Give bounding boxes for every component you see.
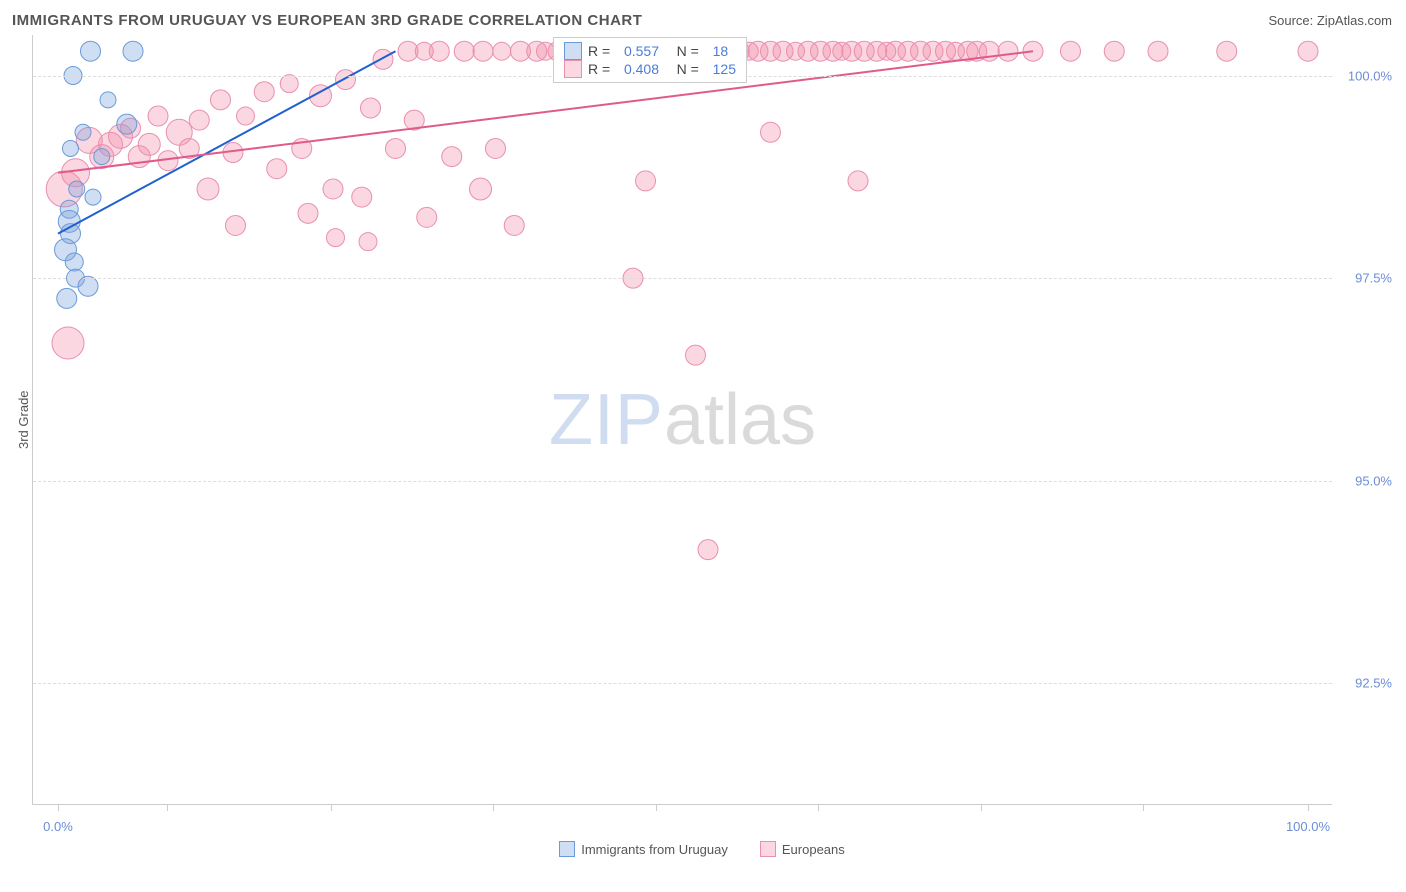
x-tick-label: 0.0% — [43, 819, 73, 834]
stats-r-label: R = — [588, 43, 614, 59]
plot-wrap: 3rd Grade ZIPatlas R = 0.557 N = 18R = 0… — [12, 35, 1392, 805]
gridline-h — [33, 683, 1332, 684]
scatter-point — [373, 49, 393, 69]
stats-row: R = 0.408 N = 125 — [564, 60, 736, 78]
plot-svg — [33, 35, 1333, 805]
stats-n-value: 18 — [709, 43, 728, 59]
scatter-point — [473, 41, 493, 61]
scatter-point — [454, 41, 474, 61]
scatter-point — [504, 215, 524, 235]
scatter-point — [359, 233, 377, 251]
x-tick — [331, 804, 332, 811]
stats-swatch — [564, 60, 582, 78]
chart-title: IMMIGRANTS FROM URUGUAY VS EUROPEAN 3RD … — [12, 12, 642, 29]
x-tick — [58, 804, 59, 811]
scatter-point — [69, 181, 85, 197]
scatter-point — [486, 138, 506, 158]
legend-swatch — [760, 841, 776, 857]
x-tick — [167, 804, 168, 811]
stats-r-value: 0.557 — [620, 43, 659, 59]
plot-area: ZIPatlas R = 0.557 N = 18R = 0.408 N = 1… — [32, 35, 1332, 805]
scatter-point — [636, 171, 656, 191]
scatter-point — [81, 41, 101, 61]
x-tick — [1143, 804, 1144, 811]
legend-item: Europeans — [760, 841, 845, 857]
scatter-point — [470, 178, 492, 200]
scatter-point — [352, 187, 372, 207]
stats-n-label: N = — [665, 61, 703, 77]
x-tick — [818, 804, 819, 811]
scatter-point — [698, 540, 718, 560]
scatter-point — [1217, 41, 1237, 61]
scatter-point — [85, 189, 101, 205]
scatter-point — [761, 122, 781, 142]
scatter-point — [280, 75, 298, 93]
y-tick-label: 97.5% — [1337, 271, 1392, 286]
scatter-point — [78, 276, 98, 296]
x-tick — [1308, 804, 1309, 811]
x-tick — [493, 804, 494, 811]
scatter-point — [298, 203, 318, 223]
scatter-point — [267, 159, 287, 179]
scatter-point — [57, 288, 77, 308]
scatter-point — [386, 138, 406, 158]
scatter-point — [417, 207, 437, 227]
chart-source: Source: ZipAtlas.com — [1268, 13, 1392, 28]
stats-r-label: R = — [588, 61, 614, 77]
scatter-point — [197, 178, 219, 200]
x-tick — [656, 804, 657, 811]
scatter-point — [848, 171, 868, 191]
scatter-point — [1104, 41, 1124, 61]
scatter-point — [442, 147, 462, 167]
stats-n-label: N = — [665, 43, 703, 59]
scatter-point — [189, 110, 209, 130]
scatter-point — [327, 229, 345, 247]
stats-r-value: 0.408 — [620, 61, 659, 77]
x-tick — [981, 804, 982, 811]
legend-swatch — [559, 841, 575, 857]
scatter-point — [94, 149, 110, 165]
scatter-point — [100, 92, 116, 108]
scatter-point — [63, 140, 79, 156]
scatter-point — [429, 41, 449, 61]
stats-n-value: 125 — [709, 61, 736, 77]
stats-row: R = 0.557 N = 18 — [564, 42, 736, 60]
scatter-point — [148, 106, 168, 126]
scatter-point — [226, 215, 246, 235]
scatter-point — [686, 345, 706, 365]
scatter-point — [1148, 41, 1168, 61]
scatter-point — [211, 90, 231, 110]
scatter-point — [254, 82, 274, 102]
y-tick-label: 95.0% — [1337, 473, 1392, 488]
y-tick-label: 92.5% — [1337, 676, 1392, 691]
gridline-h — [33, 278, 1332, 279]
correlation-chart: IMMIGRANTS FROM URUGUAY VS EUROPEAN 3RD … — [12, 12, 1392, 857]
scatter-point — [493, 42, 511, 60]
scatter-point — [1298, 41, 1318, 61]
scatter-point — [237, 107, 255, 125]
legend-label: Immigrants from Uruguay — [581, 842, 728, 857]
scatter-point — [361, 98, 381, 118]
legend-item: Immigrants from Uruguay — [559, 841, 728, 857]
scatter-point — [117, 114, 137, 134]
stats-swatch — [564, 42, 582, 60]
scatter-point — [138, 133, 160, 155]
y-axis-label: 3rd Grade — [12, 35, 32, 805]
legend-bottom: Immigrants from Uruguay Europeans — [12, 841, 1392, 857]
legend-label: Europeans — [782, 842, 845, 857]
x-tick-label: 100.0% — [1286, 819, 1330, 834]
scatter-point — [52, 327, 84, 359]
stats-box: R = 0.557 N = 18R = 0.408 N = 125 — [553, 37, 747, 83]
title-row: IMMIGRANTS FROM URUGUAY VS EUROPEAN 3RD … — [12, 12, 1392, 29]
scatter-point — [1061, 41, 1081, 61]
gridline-h — [33, 481, 1332, 482]
y-tick-label: 100.0% — [1337, 68, 1392, 83]
scatter-point — [323, 179, 343, 199]
scatter-point — [336, 70, 356, 90]
scatter-point — [123, 41, 143, 61]
scatter-point — [75, 124, 91, 140]
scatter-point — [65, 253, 83, 271]
scatter-point — [998, 41, 1018, 61]
